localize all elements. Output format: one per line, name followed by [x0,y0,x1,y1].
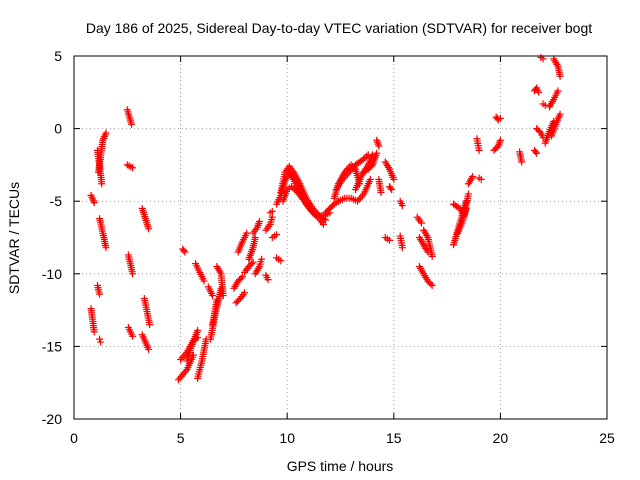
y-tick-label: -5 [50,193,63,209]
data-point [427,280,435,288]
data-point [180,247,188,255]
y-tick-label: -15 [42,338,62,354]
data-point [377,188,385,196]
data-point [209,292,217,300]
data-point [556,110,564,118]
y-tick-label: 0 [54,121,62,137]
data-point [477,175,485,183]
plot-frame [73,55,608,420]
data-point [102,244,110,252]
x-tick-label: 0 [70,430,78,446]
data-point [248,260,256,268]
data-point [200,277,208,285]
data-point [241,289,249,297]
data-point [390,175,398,183]
data-point [533,149,541,157]
data-point [255,218,263,226]
data-point [535,88,543,96]
data-point [386,236,394,244]
data-point [464,190,472,198]
data-point [273,231,281,239]
data-point [268,207,276,215]
data-point [264,276,272,284]
data-point [428,281,436,289]
data-point [238,273,246,281]
data-point [556,72,564,80]
data-point [532,148,540,156]
data-point [90,199,98,207]
data-point [129,332,137,340]
axis-ticks [73,55,608,420]
data-point [145,345,153,353]
data-point [181,248,189,256]
data-point [373,149,381,157]
data-point [146,321,154,329]
data-point [258,255,266,263]
data-point [178,354,186,362]
x-tick-label: 25 [599,430,615,446]
y-tick-label: -20 [42,411,62,427]
data-point [145,225,153,233]
data-point [355,195,363,203]
y-tick-labels: -20 -15 -10 -5 0 5 [42,48,62,427]
data-point [388,186,396,194]
data-point [366,175,374,183]
data-point [182,367,190,375]
x-tick-label: 20 [493,430,509,446]
y-tick-label: 5 [54,48,62,64]
data-point [518,158,526,166]
data-point [277,257,285,265]
data-point [311,210,319,218]
x-tick-label: 15 [386,430,402,446]
data-point [554,87,562,95]
x-tick-label: 10 [279,430,295,446]
data-point [496,114,504,122]
data-point [398,244,406,252]
chart-title: Day 186 of 2025, Sidereal Day-to-day VTE… [86,20,592,36]
data-point [535,128,543,136]
data-point [194,326,202,334]
grid [74,56,607,419]
x-axis-title: GPS time / hours [287,458,394,474]
data-point [97,338,105,346]
data-point [102,129,110,137]
data-point [129,164,137,172]
data-point [98,180,106,188]
data-point [387,184,395,192]
data-point [251,234,259,241]
data-point [90,328,98,336]
data-point [128,120,136,128]
y-axis-title: SDTVAR / TECUs [6,182,22,294]
data-point [329,202,337,210]
data-point [539,55,547,63]
data-point [249,258,257,266]
data-point [177,355,185,363]
data-point [428,252,436,260]
data-point [475,146,483,154]
x-tick-label: 5 [177,430,185,446]
data-point [398,202,406,210]
data-point [418,219,426,227]
data-point [496,136,504,144]
data-points [87,53,564,384]
data-point [237,274,245,282]
data-point [243,229,251,237]
data-point [219,292,227,300]
data-point [129,270,137,278]
data-point [96,290,104,298]
data-point [375,142,383,150]
data-point [462,204,470,212]
y-tick-label: -10 [42,266,62,282]
x-tick-labels: 0 5 10 15 20 25 [70,430,615,446]
data-point [469,173,477,181]
data-point [213,296,221,304]
